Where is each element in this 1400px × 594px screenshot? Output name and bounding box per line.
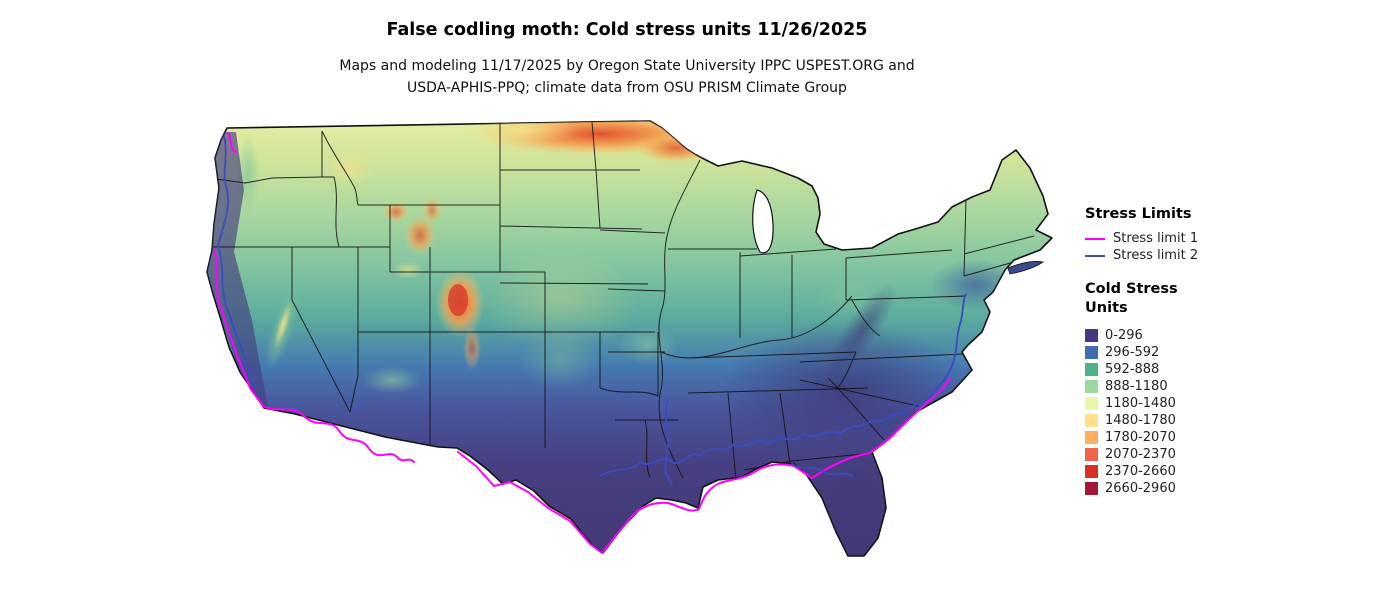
color-swatch-2660-2960 — [1085, 482, 1098, 495]
lake-michigan — [752, 189, 774, 254]
climate-texture-overlays — [207, 121, 1020, 556]
stress-limits-heading: Stress Limits — [1085, 206, 1192, 222]
long-island — [1007, 261, 1045, 275]
legend-item-band-5: 1480-1780 — [1085, 412, 1345, 429]
map-subtitle-line2: USDA-APHIS-PPQ; climate data from OSU PR… — [407, 80, 847, 96]
legend-item-band-2: 592-888 — [1085, 361, 1345, 378]
band-label: 1480-1780 — [1105, 413, 1176, 428]
band-label: 2370-2660 — [1105, 464, 1176, 479]
stress-limit-2-label: Stress limit 2 — [1113, 248, 1199, 263]
legend-item-band-0: 0-296 — [1085, 327, 1345, 344]
cold-stress-heading-line1: Cold Stress — [1085, 281, 1178, 297]
stress-limit-2-line — [217, 135, 967, 485]
legend-item-band-3: 888-1180 — [1085, 378, 1345, 395]
legend-item-stress-limit-2: Stress limit 2 — [1085, 247, 1345, 264]
band-label: 2660-2960 — [1105, 481, 1176, 496]
stress-limit-1-line — [213, 132, 951, 554]
color-swatch-296-592 — [1085, 346, 1098, 359]
color-swatch-1480-1780 — [1085, 414, 1098, 427]
band-label: 888-1180 — [1105, 379, 1168, 394]
stress-limit-2-line-icon — [1085, 254, 1105, 257]
state-borders — [211, 121, 1035, 481]
cold-stress-units-heading: Cold Stress Units — [1085, 280, 1345, 318]
color-swatch-1780-2070 — [1085, 431, 1098, 444]
band-label: 296-592 — [1105, 345, 1160, 360]
map-subtitle: Maps and modeling 11/17/2025 by Oregon S… — [0, 55, 1254, 99]
color-swatch-1180-1480 — [1085, 397, 1098, 410]
band-label: 1180-1480 — [1105, 396, 1176, 411]
legend-item-stress-limit-1: Stress limit 1 — [1085, 230, 1345, 247]
cold-stress-heading-line2: Units — [1085, 300, 1128, 316]
band-label: 592-888 — [1105, 362, 1160, 377]
stress-limit-1-label: Stress limit 1 — [1113, 231, 1199, 246]
color-swatch-888-1180 — [1085, 380, 1098, 393]
legend-item-band-6: 1780-2070 — [1085, 429, 1345, 446]
band-label: 1780-2070 — [1105, 430, 1176, 445]
legend-item-band-1: 296-592 — [1085, 344, 1345, 361]
legend-item-band-9: 2660-2960 — [1085, 480, 1345, 497]
color-swatch-0-296 — [1085, 329, 1098, 342]
map-legend: Stress Limits Stress limit 1 Stress limi… — [1085, 206, 1345, 497]
legend-item-band-8: 2370-2660 — [1085, 463, 1345, 480]
color-swatch-2070-2370 — [1085, 448, 1098, 461]
map-title: False codling moth: Cold stress units 11… — [386, 20, 868, 40]
stress-limit-1-line-icon — [1085, 237, 1105, 240]
band-label: 2070-2370 — [1105, 447, 1176, 462]
color-swatch-592-888 — [1085, 363, 1098, 376]
legend-item-band-4: 1180-1480 — [1085, 395, 1345, 412]
legend-item-band-7: 2070-2370 — [1085, 446, 1345, 463]
color-swatch-2370-2660 — [1085, 465, 1098, 478]
band-label: 0-296 — [1105, 328, 1143, 343]
map-subtitle-line1: Maps and modeling 11/17/2025 by Oregon S… — [339, 58, 915, 74]
